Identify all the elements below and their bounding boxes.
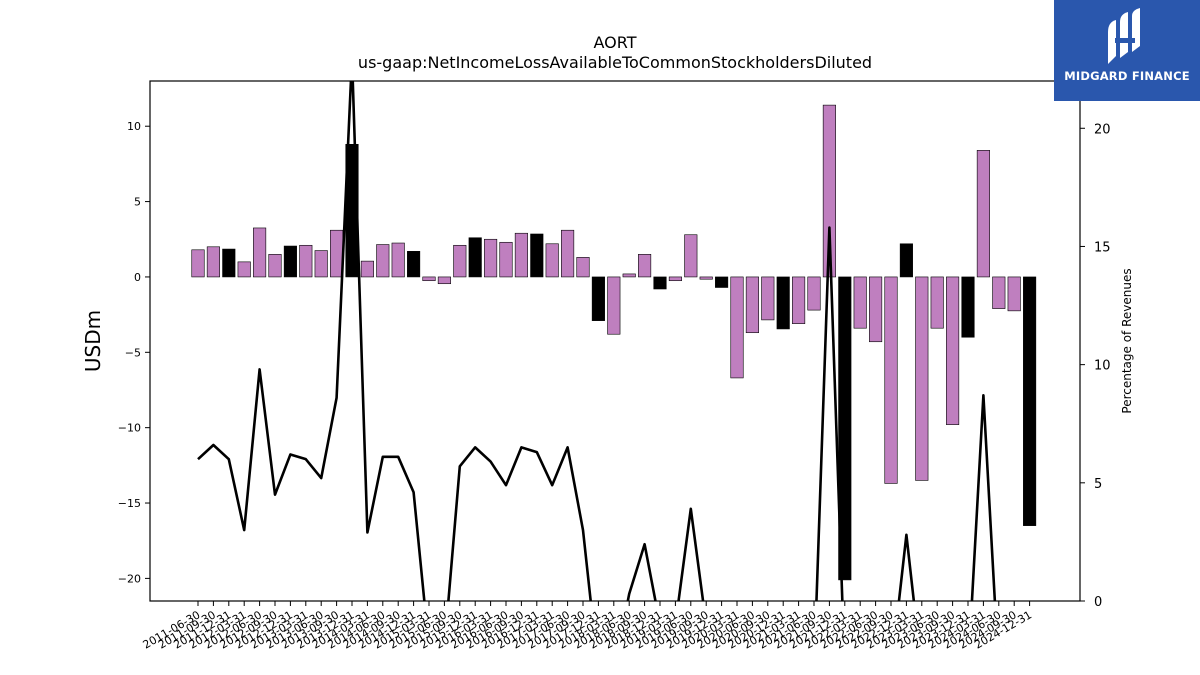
bar-2018-06-30 [622,273,636,278]
x-axis: 2011-06-302011-09-302011-12-312012-03-31… [141,601,1034,652]
bar-2015-12-31 [468,237,482,278]
bar-2012-12-31 [283,245,297,278]
bar-2021-12-31 [838,276,852,581]
y-tick-label: 5 [134,196,141,209]
bar-2016-06-30 [499,241,513,278]
bar-2020-12-31 [776,276,790,330]
y2-tick-label: 0 [1094,595,1102,610]
bar-2017-09-30 [576,257,590,278]
bar-2013-03-31 [299,244,313,278]
brand-logo: MIDGARD FINANCE [1054,0,1200,101]
bar-2012-06-30 [253,227,267,278]
bar-2019-12-31 [715,276,729,288]
bar-2012-09-30 [268,254,282,278]
bar-2012-03-31 [237,261,251,278]
bar-2016-09-30 [514,232,528,278]
bar-2014-09-30 [391,242,405,278]
bar-2013-06-30 [314,250,328,278]
bar-2017-06-30 [561,229,575,278]
brand-name: MIDGARD FINANCE [1064,69,1190,83]
y-tick-label: 0 [134,271,141,284]
bar-2023-06-30 [930,276,944,329]
bar-2022-03-31 [853,276,867,329]
y2-tick-label: 10 [1094,359,1111,374]
bar-2024-06-30 [992,276,1006,309]
y-tick-label: −15 [118,497,141,510]
chart-title: AORT [594,33,637,52]
bar-2014-06-30 [376,244,390,278]
bar-2020-03-31 [730,276,744,379]
bar-2021-03-31 [792,276,806,324]
y-tick-label: −10 [118,422,141,435]
y2-axis-label: Percentage of Revenues [1120,268,1134,413]
y-axis-right: 0 5 10 15 20 [1080,122,1111,610]
bar-2018-03-31 [607,276,621,335]
bar-2019-06-30 [684,234,698,278]
ratio-line [197,81,997,601]
plot-area-frame [149,80,1081,602]
bar-2019-03-31 [668,276,682,282]
bar-2018-09-30 [638,254,652,278]
bar-2023-12-31 [961,276,975,338]
bar-2021-09-30 [822,104,836,278]
bar-2014-12-31 [407,251,421,278]
bar-2013-09-30 [330,229,344,278]
bar-2015-03-31 [422,276,436,282]
bar-2011-12-31 [222,248,236,278]
bar-2019-09-30 [699,276,713,280]
ratio-line-series [197,81,997,601]
bar-2020-09-30 [761,276,775,321]
y-axis-label: USDm [81,310,105,372]
bar-2023-09-30 [946,276,960,425]
bar-2024-09-30 [1007,276,1021,312]
bar-2011-09-30 [206,246,220,278]
bar-2018-12-31 [653,276,667,290]
y-tick-label: −20 [118,572,141,585]
y-tick-label: −5 [125,346,141,359]
bar-2014-03-31 [360,260,374,278]
bar-2016-03-31 [484,238,498,278]
bar-2015-09-30 [453,244,467,278]
bar-2023-03-31 [915,276,929,481]
bar-2022-06-30 [869,276,883,343]
bar-2015-06-30 [437,276,451,285]
bar-2020-06-30 [745,276,759,334]
bar-2024-12-31 [1023,276,1037,526]
bar-2021-06-30 [807,276,821,311]
bar-2017-12-31 [591,276,605,321]
chart-subtitle: us-gaap:NetIncomeLossAvailableToCommonSt… [358,53,872,72]
bar-2022-12-31 [899,243,913,278]
y-tick-label: 10 [127,120,141,133]
y2-tick-label: 15 [1094,240,1111,255]
bar-2017-03-31 [545,243,559,278]
bar-2016-12-31 [530,233,544,278]
y-axis-left: 10 5 0 −5 −10 −15 −20 [118,120,150,585]
bar-2011-06-30 [191,249,205,278]
bar-2022-09-30 [884,276,898,484]
bar-2024-03-31 [976,150,990,278]
midgard-logo-icon [1108,8,1140,64]
bar-series [191,104,1037,581]
y2-tick-label: 20 [1094,122,1111,137]
y2-tick-label: 5 [1094,477,1102,492]
